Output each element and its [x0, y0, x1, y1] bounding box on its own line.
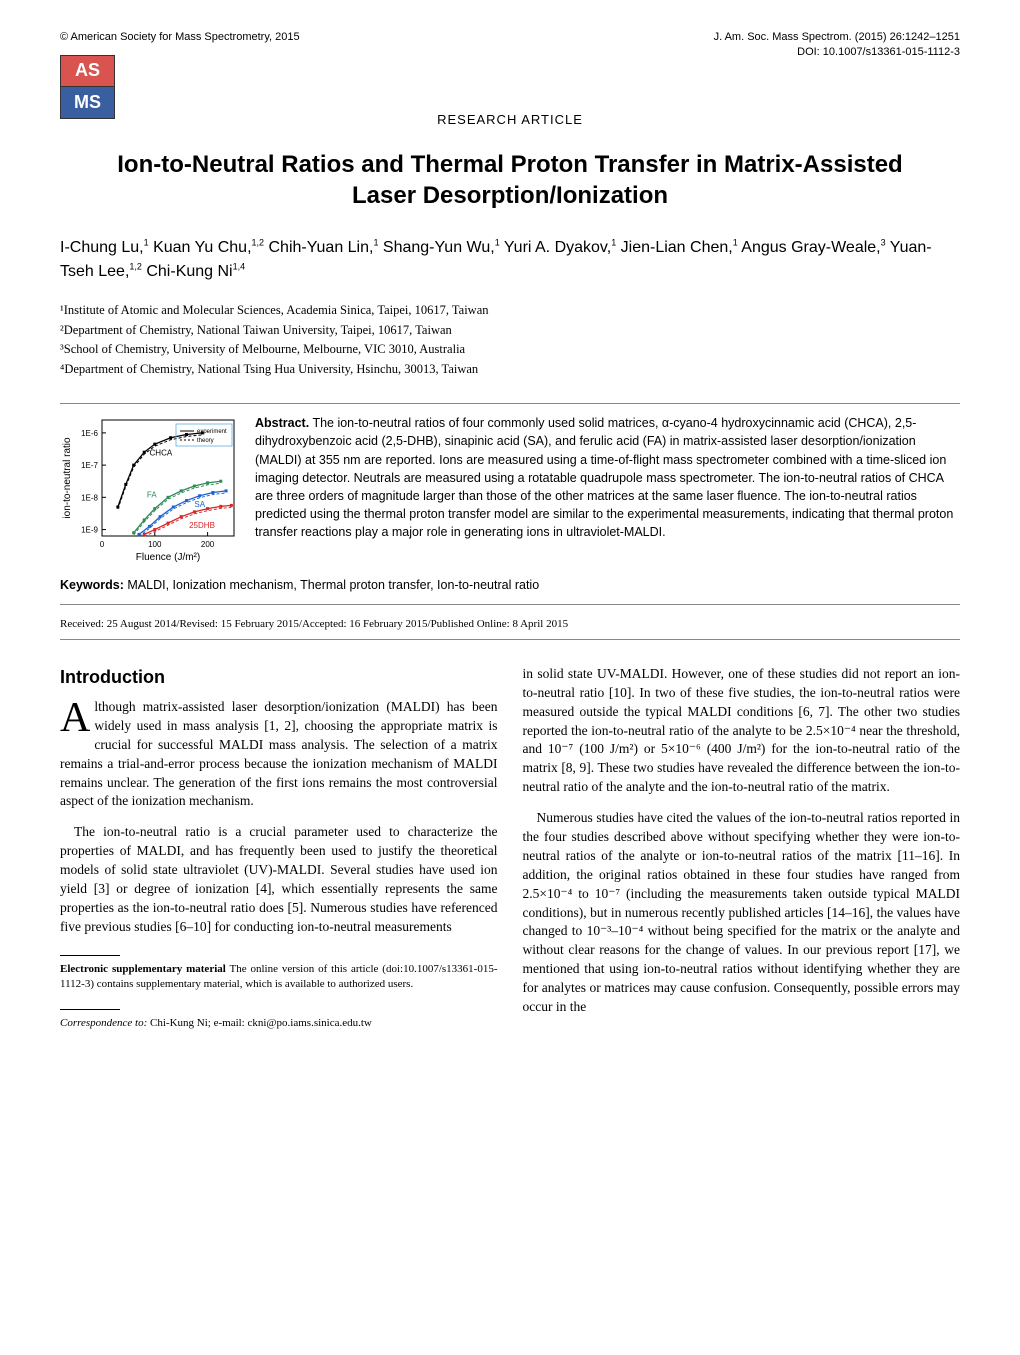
svg-text:CHCA: CHCA — [150, 449, 173, 458]
body-columns: Introduction Although matrix-assisted la… — [60, 665, 960, 1039]
abstract-label: Abstract. — [255, 416, 309, 430]
footnote-separator — [60, 955, 120, 956]
article-title: Ion-to-Neutral Ratios and Thermal Proton… — [90, 149, 930, 211]
journal-reference: J. Am. Soc. Mass Spectrom. (2015) 26:124… — [714, 30, 960, 45]
para-left-1: Although matrix-assisted laser desorptio… — [60, 698, 498, 811]
keywords-label: Keywords: — [60, 578, 124, 592]
svg-text:0: 0 — [100, 540, 105, 549]
esm-bold: Electronic supplementary material — [60, 963, 226, 975]
svg-text:experiment: experiment — [197, 429, 227, 435]
affiliation-item: ²Department of Chemistry, National Taiwa… — [60, 322, 960, 340]
keywords-row: Keywords: MALDI, Ionization mechanism, T… — [60, 577, 960, 595]
affiliation-item: ³School of Chemistry, University of Melb… — [60, 341, 960, 359]
corr-text: Chi-Kung Ni; e-mail: ckni@po.iams.sinica… — [150, 1017, 372, 1029]
logo-top: AS — [60, 55, 115, 87]
doi-text: DOI: 10.1007/s13361-015-1112-3 — [714, 45, 960, 60]
svg-text:ion-to-neutral ratio: ion-to-neutral ratio — [62, 437, 73, 519]
para-left-1-text: lthough matrix-assisted laser desorption… — [60, 699, 498, 808]
abstract-body: The ion-to-neutral ratios of four common… — [255, 416, 953, 539]
dates-row: Received: 25 August 2014/Revised: 15 Feb… — [60, 611, 960, 639]
svg-text:1E-8: 1E-8 — [81, 494, 98, 503]
abstract-figure: 1E-9 1E-8 1E-7 1E-6 0 100 200Fluence (J/m²) ion… — [60, 414, 240, 571]
abstract-text: Abstract. The ion-to-neutral ratios of f… — [255, 414, 960, 571]
section-label: RESEARCH ARTICLE — [60, 111, 960, 129]
para-left-2: The ion-to-neutral ratio is a crucial pa… — [60, 823, 498, 936]
para-right-2: Numerous studies have cited the values o… — [523, 809, 961, 1017]
chart-svg: 1E-9 1E-8 1E-7 1E-6 0 100 200Fluence (J/m²) ion… — [60, 414, 240, 564]
svg-text:100: 100 — [148, 540, 162, 549]
svg-text:200: 200 — [201, 540, 215, 549]
svg-text:SA: SA — [194, 500, 205, 509]
svg-text:1E-7: 1E-7 — [81, 461, 98, 470]
dropcap: A — [60, 698, 94, 737]
footnote-separator-2 — [60, 1009, 120, 1010]
corr-label: Correspondence to: — [60, 1017, 147, 1029]
keywords-body: MALDI, Ionization mechanism, Thermal pro… — [127, 578, 539, 592]
abstract-section: 1E-9 1E-8 1E-7 1E-6 0 100 200Fluence (J/m²) ion… — [60, 403, 960, 605]
affiliation-list: ¹Institute of Atomic and Molecular Scien… — [60, 302, 960, 378]
intro-heading: Introduction — [60, 665, 498, 690]
correspondence-footnote: Correspondence to: Chi-Kung Ni; e-mail: … — [60, 1016, 498, 1031]
svg-text:1E-9: 1E-9 — [81, 526, 98, 535]
svg-text:1E-6: 1E-6 — [81, 429, 98, 438]
header-row: © American Society for Mass Spectrometry… — [60, 30, 960, 61]
svg-text:25DHB: 25DHB — [189, 521, 215, 530]
left-column: Introduction Although matrix-assisted la… — [60, 665, 498, 1039]
copyright-text: © American Society for Mass Spectrometry… — [60, 30, 300, 45]
svg-text:theory: theory — [197, 438, 214, 444]
author-list: I-Chung Lu,1 Kuan Yu Chu,1,2 Chih-Yuan L… — [60, 236, 960, 284]
journal-logo: AS MS — [60, 55, 115, 120]
affiliation-item: ¹Institute of Atomic and Molecular Scien… — [60, 302, 960, 320]
logo-bottom: MS — [60, 87, 115, 119]
svg-text:FA: FA — [147, 491, 157, 500]
affiliation-item: ⁴Department of Chemistry, National Tsing… — [60, 361, 960, 379]
para-right-1: in solid state UV-MALDI. However, one of… — [523, 665, 961, 797]
svg-text:Fluence (J/m²): Fluence (J/m²) — [136, 552, 200, 563]
esm-footnote: Electronic supplementary material The on… — [60, 962, 498, 992]
right-column: in solid state UV-MALDI. However, one of… — [523, 665, 961, 1039]
